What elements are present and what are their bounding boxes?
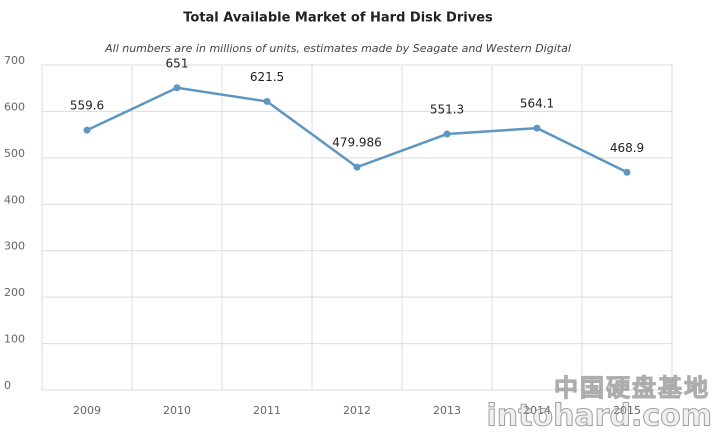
x-tick-label: 2015	[613, 404, 641, 417]
y-tick-label: 0	[4, 379, 11, 392]
x-tick-label: 2012	[343, 404, 371, 417]
point	[533, 124, 541, 132]
y-tick-label: 600	[4, 100, 25, 113]
y-tick-label: 200	[4, 286, 25, 299]
y-tick-label: 100	[4, 333, 25, 346]
x-tick-label: 2010	[163, 404, 191, 417]
y-tick-label: 500	[4, 147, 25, 160]
watermark-cn: 中国硬盘基地	[554, 374, 710, 402]
x-tick-label: 2011	[253, 404, 281, 417]
point	[623, 168, 631, 176]
chart-title: Total Available Market of Hard Disk Driv…	[183, 11, 493, 26]
data-label: 564.1	[520, 97, 554, 111]
y-tick-label: 700	[4, 54, 25, 67]
chart-subtitle: All numbers are in millions of units, es…	[104, 42, 571, 55]
point	[83, 126, 91, 134]
watermark-en: intohard.com	[486, 399, 712, 434]
y-tick-label: 300	[4, 240, 25, 253]
point	[173, 84, 181, 92]
data-label: 559.6	[70, 99, 104, 113]
x-tick-label: 2013	[433, 404, 461, 417]
y-tick-label: 400	[4, 193, 25, 206]
data-label: 479.986	[332, 136, 382, 150]
point	[443, 130, 451, 138]
point	[353, 163, 361, 171]
data-label: 551.3	[430, 103, 464, 117]
data-label: 621.5	[250, 70, 284, 84]
data-label: 468.9	[610, 141, 644, 155]
data-label: 651	[166, 56, 189, 70]
x-tick-label: 2014	[523, 404, 551, 417]
x-tick-label: 2009	[73, 404, 101, 417]
point	[263, 97, 271, 105]
